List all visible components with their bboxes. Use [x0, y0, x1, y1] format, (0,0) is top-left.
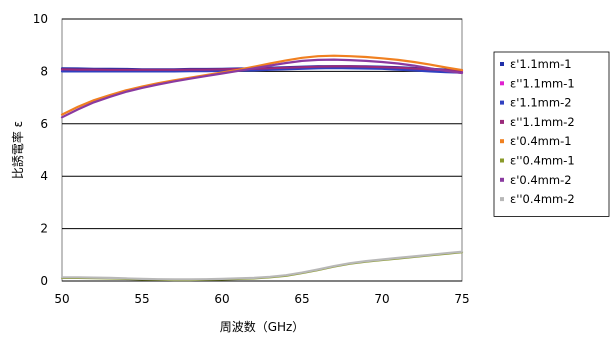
series-layer: [60, 54, 464, 282]
y-tick-label: 8: [40, 64, 48, 78]
legend-label: ε''0.4mm-2: [510, 192, 575, 206]
legend-marker: [500, 197, 504, 202]
legend-marker: [500, 139, 504, 144]
legend-marker: [500, 81, 504, 86]
legend-marker: [500, 158, 504, 163]
x-tick-label: 75: [454, 292, 469, 306]
x-tick-label: 55: [134, 292, 149, 306]
x-axis-title: 周波数（GHz）: [220, 319, 305, 334]
x-tick-label: 65: [294, 292, 309, 306]
legend-marker: [500, 62, 504, 66]
legend-label: ε'0.4mm-1: [510, 134, 572, 148]
x-tick-label: 50: [54, 292, 69, 306]
legend-label: ε'0.4mm-2: [510, 173, 572, 187]
legend-marker: [500, 177, 504, 182]
x-tick-labels: 50 55 60 65 70 75: [54, 292, 469, 306]
y-tick-label: 0: [40, 274, 48, 288]
x-tick-label: 70: [374, 292, 389, 306]
series-line-4: [60, 65, 464, 72]
legend-label: ε'1.1mm-2: [510, 96, 572, 110]
y-tick-label: 10: [33, 12, 48, 26]
legend-box: [493, 51, 610, 217]
plot-area: [61, 18, 463, 282]
legend: ε'1.1mm-1 ε''1.1mm-1 ε'1.1mm-2 ε''1.1mm-2 ε'…: [493, 51, 610, 217]
y-tick-label: 2: [40, 222, 48, 236]
series-line-7: [60, 58, 464, 119]
legend-label: ε''1.1mm-1: [510, 76, 575, 90]
legend-label: ε''0.4mm-1: [510, 154, 575, 168]
x-tick-label: 60: [214, 292, 229, 306]
legend-marker: [500, 119, 504, 124]
y-tick-labels: 0 2 4 6 8 10: [33, 12, 48, 288]
y-axis-title: 比誘電率 ε: [10, 121, 25, 179]
legend-label: ε''1.1mm-2: [510, 115, 575, 129]
series-line-8: [60, 250, 464, 281]
series-line-5: [60, 54, 464, 116]
y-tick-label: 6: [40, 117, 48, 131]
legend-marker: [500, 100, 504, 105]
y-tick-label: 4: [40, 169, 48, 183]
series-line-3: [60, 66, 464, 74]
legend-label: ε'1.1mm-1: [510, 57, 572, 71]
